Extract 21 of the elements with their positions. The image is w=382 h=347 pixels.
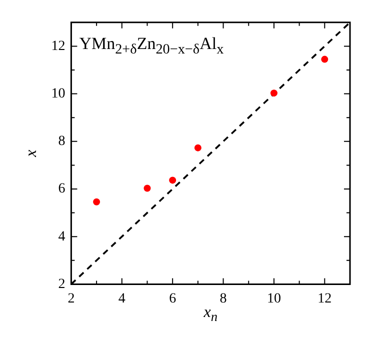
point bbox=[321, 56, 328, 63]
point bbox=[93, 198, 100, 206]
x-tick-label: 8 bbox=[220, 291, 227, 306]
point bbox=[169, 176, 176, 184]
x-tick-label: 10 bbox=[266, 291, 281, 306]
y-axis-title: x bbox=[22, 150, 40, 158]
x-tick-label: 2 bbox=[68, 291, 75, 306]
y-tick-label: 4 bbox=[58, 229, 66, 244]
y-tick-label: 2 bbox=[58, 276, 66, 292]
y-tick-label: 10 bbox=[51, 86, 66, 102]
x-tick-label: 4 bbox=[118, 291, 126, 306]
x-tick-label: 6 bbox=[169, 291, 176, 306]
annotation: YMn$_{2+δ}$Zn$_{20−x−δ}$Al$_{x}$ bbox=[79, 34, 224, 60]
point bbox=[194, 144, 202, 152]
y-tick-label: 6 bbox=[58, 182, 66, 197]
point bbox=[144, 184, 151, 192]
y-tick-label: 12 bbox=[51, 38, 66, 54]
x-tick-label: 12 bbox=[318, 291, 332, 306]
x-axis-title: x$_{n}$ bbox=[204, 304, 218, 324]
point bbox=[270, 90, 278, 97]
y-tick-label: 8 bbox=[58, 134, 66, 150]
